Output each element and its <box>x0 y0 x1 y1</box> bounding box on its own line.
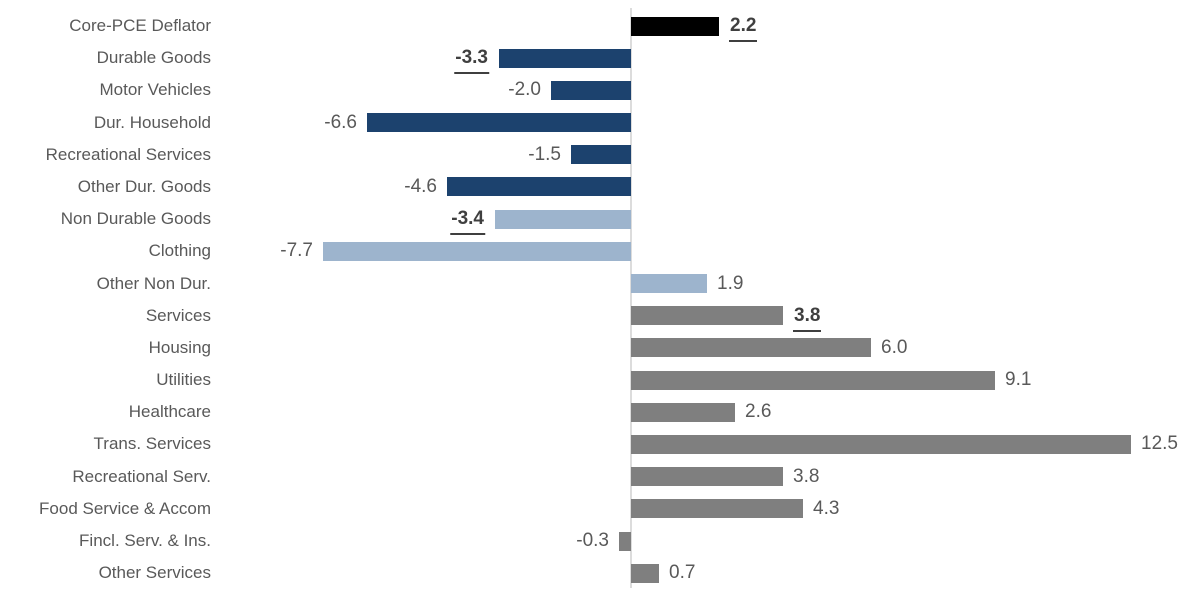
chart-row: Clothing -7.7 <box>0 235 1200 267</box>
bar-nondurable <box>631 274 707 293</box>
plot-area: 9.1 <box>211 364 1200 396</box>
category-label: Recreational Serv. <box>72 466 211 486</box>
plot-area: -7.7 <box>211 235 1200 267</box>
category-label: Food Service & Accom <box>39 498 211 518</box>
value-label: -3.3 <box>454 42 489 75</box>
category-label: Durable Goods <box>96 48 211 68</box>
bar-core <box>631 16 719 36</box>
chart-row: Other Services 0.7 <box>0 557 1200 589</box>
category-label: Services <box>145 305 211 325</box>
value-label: -0.3 <box>576 530 609 551</box>
plot-area: 1.9 <box>211 268 1200 300</box>
bar-services <box>631 563 659 583</box>
bar-services <box>631 434 1131 454</box>
plot-area: 0.7 <box>211 557 1200 589</box>
category-label: Non Durable Goods <box>60 209 211 229</box>
value-label: 6.0 <box>881 336 908 358</box>
plot-area: -2.0 <box>211 74 1200 106</box>
bar-services <box>631 370 995 390</box>
bar-durable <box>551 80 631 100</box>
plot-area: -3.3 <box>211 42 1200 75</box>
chart-row: Non Durable Goods -3.4 <box>0 203 1200 236</box>
chart-row: Dur. Household -6.6 <box>0 107 1200 139</box>
zero-axis-line <box>630 8 632 588</box>
value-label: 12.5 <box>1141 433 1178 455</box>
bar-durable <box>499 48 631 68</box>
chart-row: Core-PCE Deflator 2.2 <box>0 10 1200 42</box>
category-label: Healthcare <box>128 402 211 422</box>
plot-area: 6.0 <box>211 332 1200 364</box>
bar-services <box>631 338 871 358</box>
category-label: Fincl. Serv. & Ins. <box>79 531 211 550</box>
chart-row: Recreational Serv. 3.8 <box>0 461 1200 493</box>
category-label: Other Non Dur. <box>96 273 211 293</box>
chart-rows: Core-PCE Deflator 2.2 Durable Goods -3.3 Mot… <box>0 10 1200 589</box>
plot-area: 3.8 <box>211 300 1200 332</box>
bar-durable <box>571 145 631 165</box>
chart-row: Other Non Dur. 1.9 <box>0 268 1200 300</box>
value-label: 4.3 <box>813 497 840 519</box>
bar-services <box>631 306 783 326</box>
plot-area: -6.6 <box>211 107 1200 139</box>
plot-area: 2.2 <box>211 10 1200 42</box>
chart-row: Food Service & Accom 4.3 <box>0 493 1200 525</box>
plot-area: 4.3 <box>211 493 1200 525</box>
value-label: -4.6 <box>404 175 437 197</box>
category-label: Other Dur. Goods <box>77 176 211 196</box>
value-label-underlined: 2.2 <box>729 13 758 42</box>
bar-services <box>631 499 803 519</box>
category-label: Trans. Services <box>93 434 211 454</box>
value-label-underlined: 3.8 <box>793 303 822 332</box>
value-label: 2.6 <box>745 401 772 423</box>
bar-nondurable <box>323 241 631 261</box>
chart-row: Fincl. Serv. & Ins. -0.3 <box>0 525 1200 557</box>
value-label-underlined: -3.3 <box>454 45 489 75</box>
chart-row: Housing 6.0 <box>0 332 1200 364</box>
bar-nondurable <box>495 209 631 229</box>
category-label: Motor Vehicles <box>99 80 212 100</box>
category-label: Housing <box>148 337 211 357</box>
bar-durable <box>447 177 631 197</box>
chart-row: Durable Goods -3.3 <box>0 42 1200 75</box>
value-label: 1.9 <box>717 272 744 294</box>
value-label: 0.7 <box>669 562 696 584</box>
value-label: -3.4 <box>450 203 485 236</box>
chart-row: Healthcare 2.6 <box>0 396 1200 428</box>
bar-services <box>631 467 783 487</box>
value-label: 9.1 <box>1005 369 1032 391</box>
category-label: Recreational Services <box>45 144 211 164</box>
category-label: Utilities <box>156 370 211 390</box>
category-label: Dur. Household <box>93 112 211 132</box>
plot-area: -3.4 <box>211 203 1200 236</box>
chart-row: Recreational Services -1.5 <box>0 139 1200 171</box>
bar-durable <box>367 113 631 133</box>
plot-area: 2.6 <box>211 396 1200 428</box>
value-label: -1.5 <box>528 143 561 165</box>
chart-row: Motor Vehicles -2.0 <box>0 74 1200 106</box>
category-label: Clothing <box>148 241 211 261</box>
plot-area: 3.8 <box>211 461 1200 493</box>
plot-area: -1.5 <box>211 139 1200 171</box>
chart-row: Utilities 9.1 <box>0 364 1200 396</box>
plot-area: 12.5 <box>211 428 1200 460</box>
bar-services <box>619 531 631 551</box>
value-label: -6.6 <box>324 111 357 133</box>
value-label: -7.7 <box>280 240 313 262</box>
value-label: 2.2 <box>729 10 758 42</box>
category-label: Other Services <box>98 563 211 583</box>
chart-row: Services 3.8 <box>0 300 1200 332</box>
chart-row: Trans. Services 12.5 <box>0 428 1200 460</box>
value-label: 3.8 <box>793 465 820 487</box>
bar-services <box>631 402 735 422</box>
category-label: Core-PCE Deflator <box>69 16 211 35</box>
value-label-underlined: -3.4 <box>450 206 485 236</box>
value-label: -2.0 <box>508 79 541 101</box>
value-label: 3.8 <box>793 300 822 332</box>
plot-area: -0.3 <box>211 525 1200 557</box>
plot-area: -4.6 <box>211 171 1200 203</box>
chart-row: Other Dur. Goods -4.6 <box>0 171 1200 203</box>
